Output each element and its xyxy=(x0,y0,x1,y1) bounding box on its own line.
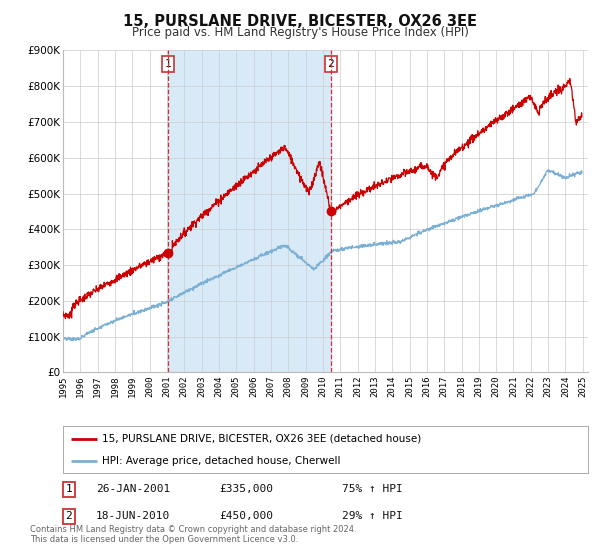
Text: Price paid vs. HM Land Registry's House Price Index (HPI): Price paid vs. HM Land Registry's House … xyxy=(131,26,469,39)
Text: 1: 1 xyxy=(165,59,172,69)
Text: 26-JAN-2001: 26-JAN-2001 xyxy=(96,484,170,494)
Text: 2: 2 xyxy=(65,511,73,521)
Text: HPI: Average price, detached house, Cherwell: HPI: Average price, detached house, Cher… xyxy=(103,456,341,466)
Text: This data is licensed under the Open Government Licence v3.0.: This data is licensed under the Open Gov… xyxy=(30,535,298,544)
Text: Contains HM Land Registry data © Crown copyright and database right 2024.: Contains HM Land Registry data © Crown c… xyxy=(30,525,356,534)
Text: 18-JUN-2010: 18-JUN-2010 xyxy=(96,511,170,521)
Text: 15, PURSLANE DRIVE, BICESTER, OX26 3EE: 15, PURSLANE DRIVE, BICESTER, OX26 3EE xyxy=(123,14,477,29)
Text: 2: 2 xyxy=(328,59,334,69)
Text: £450,000: £450,000 xyxy=(219,511,273,521)
Text: 15, PURSLANE DRIVE, BICESTER, OX26 3EE (detached house): 15, PURSLANE DRIVE, BICESTER, OX26 3EE (… xyxy=(103,434,422,444)
Text: 1: 1 xyxy=(65,484,73,494)
Bar xyxy=(168,50,331,372)
Text: £335,000: £335,000 xyxy=(219,484,273,494)
Text: 29% ↑ HPI: 29% ↑ HPI xyxy=(342,511,403,521)
Text: 75% ↑ HPI: 75% ↑ HPI xyxy=(342,484,403,494)
